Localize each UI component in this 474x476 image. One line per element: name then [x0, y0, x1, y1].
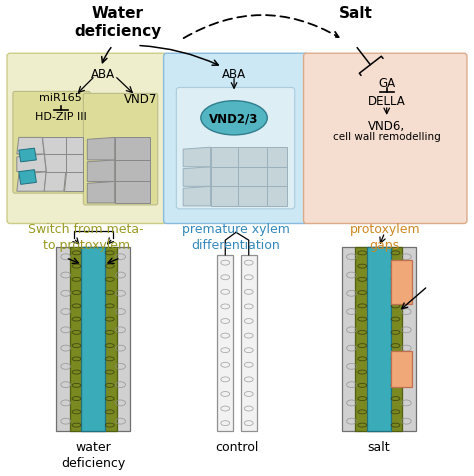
Text: premature xylem
differentiation: premature xylem differentiation [182, 222, 290, 251]
Text: cell wall remodelling: cell wall remodelling [333, 131, 441, 141]
Text: GA: GA [378, 77, 395, 89]
FancyBboxPatch shape [176, 88, 295, 209]
FancyBboxPatch shape [13, 92, 90, 194]
Polygon shape [19, 170, 36, 185]
Polygon shape [42, 138, 66, 155]
Polygon shape [183, 187, 210, 207]
Polygon shape [238, 168, 267, 187]
Polygon shape [210, 187, 238, 207]
Polygon shape [17, 138, 44, 155]
Text: Switch from meta-
to protoxylem: Switch from meta- to protoxylem [28, 222, 144, 251]
Polygon shape [267, 187, 287, 207]
Polygon shape [238, 187, 267, 207]
Polygon shape [210, 148, 238, 168]
Polygon shape [17, 172, 46, 192]
Polygon shape [267, 168, 287, 187]
FancyBboxPatch shape [303, 54, 467, 224]
Polygon shape [64, 172, 83, 192]
Text: VND2/3: VND2/3 [210, 112, 259, 125]
Text: Salt: Salt [338, 6, 373, 21]
Text: VND7: VND7 [123, 93, 157, 106]
Polygon shape [115, 182, 150, 204]
Polygon shape [66, 138, 83, 155]
Bar [241, 255, 256, 431]
Bar [218, 255, 233, 431]
Bar [56, 248, 130, 431]
Text: DELLA: DELLA [368, 95, 406, 108]
Text: miR165: miR165 [39, 93, 82, 103]
Polygon shape [87, 182, 115, 204]
Bar [70, 248, 117, 431]
Polygon shape [44, 155, 66, 172]
Polygon shape [210, 168, 238, 187]
Text: salt: salt [367, 440, 390, 453]
Ellipse shape [201, 101, 267, 136]
Bar [391, 351, 412, 387]
Text: control: control [215, 440, 259, 453]
Polygon shape [183, 168, 210, 187]
Polygon shape [19, 149, 36, 162]
Text: ABA: ABA [222, 68, 246, 81]
Text: VND6,: VND6, [368, 119, 405, 132]
Bar [367, 248, 391, 431]
Bar [342, 248, 416, 431]
FancyBboxPatch shape [7, 54, 166, 224]
Text: HD-ZIP III: HD-ZIP III [35, 112, 87, 122]
Polygon shape [183, 148, 210, 168]
Polygon shape [87, 138, 115, 160]
Polygon shape [87, 160, 115, 182]
Text: water
deficiency: water deficiency [61, 440, 125, 469]
FancyBboxPatch shape [164, 54, 309, 224]
Text: protoxylem
gaps: protoxylem gaps [349, 222, 420, 251]
FancyBboxPatch shape [83, 94, 158, 206]
Bar [356, 248, 402, 431]
Polygon shape [115, 160, 150, 182]
Polygon shape [66, 155, 83, 172]
Text: Water
deficiency: Water deficiency [74, 6, 161, 39]
Polygon shape [267, 148, 287, 168]
Polygon shape [238, 148, 267, 168]
Bar [82, 248, 105, 431]
Text: ABA: ABA [91, 68, 115, 81]
Polygon shape [17, 155, 46, 172]
Polygon shape [115, 138, 150, 160]
Polygon shape [44, 172, 66, 192]
Bar [391, 260, 412, 304]
